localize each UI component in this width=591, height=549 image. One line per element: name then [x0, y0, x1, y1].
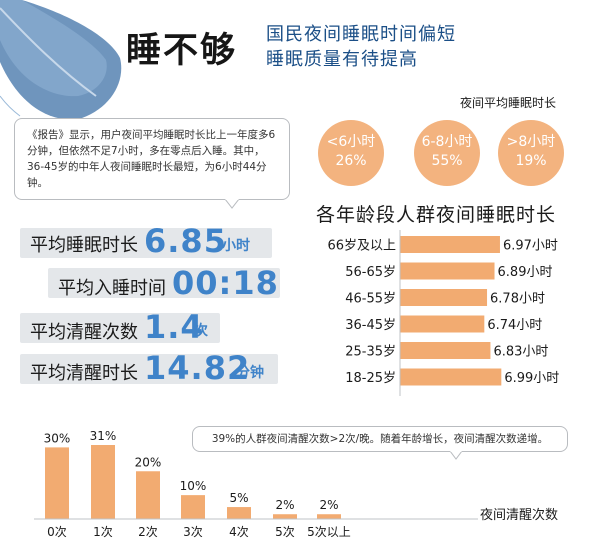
age-bar	[400, 236, 500, 253]
wake-category-label: 3次	[183, 525, 203, 539]
circle-label: <6小时	[326, 134, 376, 150]
age-bar-value-label: 6.99小时	[504, 371, 559, 386]
wake-category-label: 0次	[47, 525, 67, 539]
wake-bar-value-label: 5%	[229, 491, 248, 505]
age-sleep-bar-chart: 66岁及以上 6.97小时 56-65岁 6.89小时 46-55岁 6.78小时 36-4…	[327, 230, 559, 396]
stat-sleep-onset-label: 平均入睡时间	[58, 278, 166, 299]
wake-count-bar-chart: 30% 0次 31% 1次 20% 2次 10% 3次 5% 4次 2% 5次 2% 5次以上	[34, 429, 478, 539]
leaf-decoration	[0, 0, 122, 120]
age-bar	[400, 315, 485, 333]
age-category-label: 18-25岁	[345, 371, 396, 386]
wake-category-label: 4次	[229, 525, 249, 539]
age-chart-title: 各年龄段人群夜间睡眠时长	[316, 204, 557, 226]
age-bar-value-label: 6.97小时	[503, 239, 558, 254]
quote-box-pointer	[225, 199, 239, 209]
stat-sleep-duration-value: 6.85	[144, 222, 227, 260]
stat-wake-duration-label: 平均清醒时长	[30, 363, 138, 384]
wake-category-label: 1次	[93, 525, 113, 539]
wake-bar	[227, 507, 251, 519]
wake-category-label: 2次	[138, 525, 158, 539]
subtitle-line-1: 国民夜间睡眠时间偏短	[266, 24, 456, 45]
age-bar	[400, 262, 495, 280]
wake-bar-value-label: 10%	[180, 479, 207, 493]
age-category-label: 36-45岁	[345, 318, 396, 333]
stat-wake-count-value: 1.4	[144, 308, 204, 346]
wake-bar-value-label: 2%	[319, 498, 338, 512]
wake-bar	[45, 447, 69, 519]
wake-count-note: 39%的人群夜间清醒次数>2次/晚。随着年龄增长，夜间清醒次数递增。	[192, 426, 568, 452]
wake-chart-axis-title: 夜间清醒次数	[480, 508, 559, 523]
wake-category-label: 5次	[275, 525, 295, 539]
wake-bar-value-label: 20%	[135, 455, 162, 469]
circle-percent: 26%	[335, 153, 367, 169]
circle-percent: 55%	[431, 153, 463, 169]
wake-note-pointer	[450, 451, 462, 460]
stat-wake-count-bg	[20, 313, 220, 343]
stat-wake-duration-value: 14.82	[144, 349, 251, 387]
circle-label: 6-8小时	[421, 134, 473, 150]
wake-bar-value-label: 2%	[275, 498, 294, 512]
wake-bar-value-label: 31%	[90, 429, 117, 443]
page-title: 睡不够	[126, 31, 238, 71]
wake-bar-value-label: 30%	[44, 431, 71, 445]
age-category-label: 46-55岁	[345, 292, 396, 307]
age-bar-value-label: 6.78小时	[490, 292, 545, 307]
stat-sleep-onset-bg	[48, 268, 280, 298]
wake-category-label: 5次以上	[307, 525, 351, 539]
wake-bar	[136, 471, 160, 519]
stat-sleep-duration-unit: 小时	[222, 238, 250, 254]
age-bar-value-label: 6.89小时	[498, 265, 553, 280]
circle-percent: 19%	[515, 153, 547, 169]
stat-sleep-onset-value: 00:18	[172, 264, 279, 302]
wake-bar	[181, 495, 205, 519]
age-bar-value-label: 6.74小时	[487, 318, 542, 333]
age-category-label: 25-35岁	[345, 345, 396, 360]
age-bar	[400, 368, 502, 386]
stat-sleep-duration-label: 平均睡眠时长	[30, 235, 138, 256]
stat-wake-count-label: 平均清醒次数	[30, 322, 138, 343]
sleep-duration-circle-over-8h: >8小时 19%	[498, 120, 564, 186]
age-bar	[400, 289, 488, 306]
sleep-duration-circle-6-8h: 6-8小时 55%	[414, 120, 480, 186]
stat-sleep-duration-bg	[20, 228, 272, 258]
circle-label: >8小时	[506, 134, 556, 150]
wake-bar	[317, 514, 341, 519]
age-bar-value-label: 6.83小时	[493, 345, 548, 360]
subtitle-line-2: 睡眠质量有待提高	[266, 49, 418, 70]
age-bar	[400, 342, 491, 359]
stat-wake-count-unit: 次	[194, 323, 208, 339]
report-quote-box: 《报告》显示，用户夜间平均睡眠时长比上一年度多6分钟，但依然不足7小时，多在零点…	[14, 118, 290, 200]
sleep-duration-title: 夜间平均睡眠时长	[460, 96, 557, 110]
age-category-label: 56-65岁	[345, 265, 396, 280]
wake-bar	[91, 445, 115, 519]
stat-wake-duration-bg	[20, 354, 278, 384]
wake-bar	[273, 514, 297, 519]
stat-wake-duration-unit: 分钟	[236, 365, 264, 381]
sleep-duration-circle-under-6h: <6小时 26%	[318, 120, 384, 186]
report-quote-text: 《报告》显示，用户夜间平均睡眠时长比上一年度多6分钟，但依然不足7小时，多在零点…	[27, 129, 276, 189]
age-category-label: 66岁及以上	[327, 239, 396, 254]
